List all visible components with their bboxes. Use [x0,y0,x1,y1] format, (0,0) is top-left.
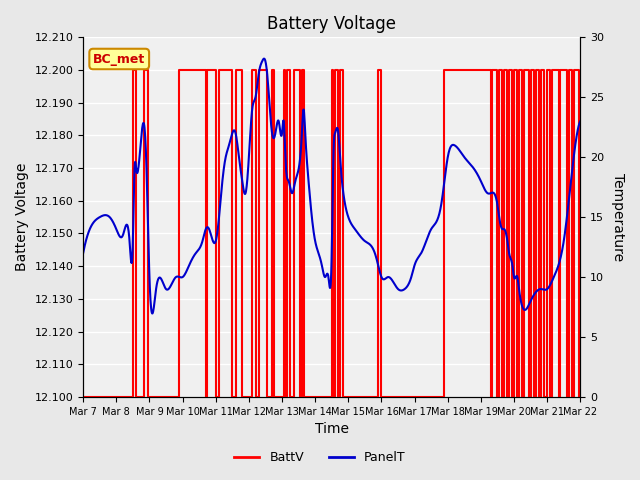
Legend: BattV, PanelT: BattV, PanelT [229,446,411,469]
Y-axis label: Battery Voltage: Battery Voltage [15,163,29,271]
Title: Battery Voltage: Battery Voltage [268,15,396,33]
Y-axis label: Temperature: Temperature [611,173,625,261]
Text: BC_met: BC_met [93,52,145,65]
X-axis label: Time: Time [315,422,349,436]
